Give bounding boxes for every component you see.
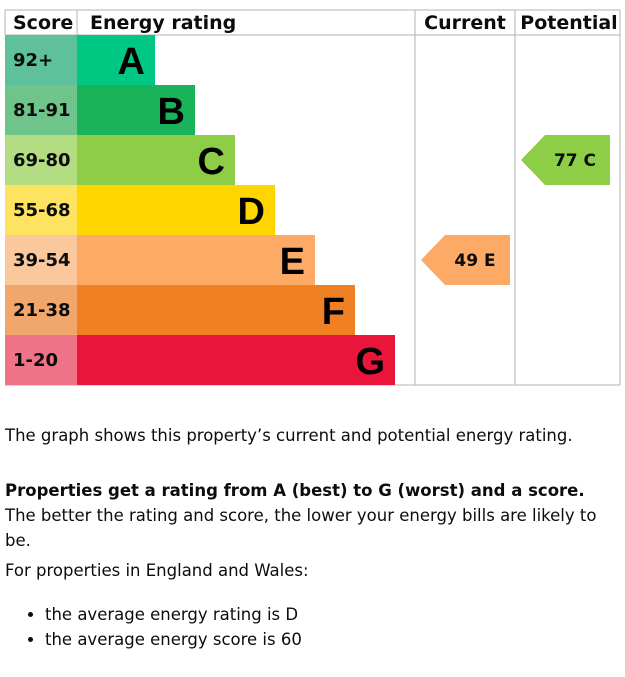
rating-bar-b: [77, 85, 195, 135]
rating-letter-e: E: [280, 241, 305, 283]
energy-rating-chart: Score Energy rating Current Potential 92…: [4, 9, 621, 386]
header-energy-rating: Energy rating: [90, 12, 236, 34]
list-item-average-score: the average energy score is 60: [45, 627, 302, 652]
score-cell-g: [5, 335, 77, 385]
score-cell-c: [5, 135, 77, 185]
score-range-b: 81-91: [13, 100, 71, 121]
score-range-g: 1-20: [13, 350, 58, 371]
score-range-e: 39-54: [13, 250, 71, 271]
header-score: Score: [13, 12, 73, 34]
potential-rating-label: 77 C: [554, 151, 596, 171]
score-cell-a: [5, 35, 77, 85]
rating-bar-e: [77, 235, 315, 285]
score-cell-b: [5, 85, 77, 135]
score-cell-f: [5, 285, 77, 335]
rating-bar-d: [77, 185, 275, 235]
graph-description: The graph shows this property’s current …: [5, 426, 573, 445]
rating-explanation-bold: Properties get a rating from A (best) to…: [5, 481, 585, 500]
rating-bar-a: [77, 35, 155, 85]
rating-markers: 49 E 77 C: [421, 135, 610, 285]
header-potential: Potential: [520, 12, 617, 34]
average-list: the average energy rating is D the avera…: [5, 602, 302, 652]
potential-rating-arrow: [521, 135, 610, 185]
rating-letter-f: F: [322, 291, 345, 333]
score-range-c: 69-80: [13, 150, 71, 171]
rating-explanation: Properties get a rating from A (best) to…: [5, 478, 617, 553]
rating-letter-d: D: [238, 191, 265, 233]
rating-explanation-rest: The better the rating and score, the low…: [5, 506, 597, 550]
rating-letter-a: A: [118, 41, 145, 83]
score-cell-e: [5, 235, 77, 285]
score-range-a: 92+: [13, 50, 53, 71]
list-item-average-rating: the average energy rating is D: [45, 602, 302, 627]
current-rating-arrow: [421, 235, 510, 285]
rating-letter-b: B: [158, 91, 185, 133]
rating-letter-c: C: [198, 141, 225, 183]
rating-letter-g: G: [355, 341, 385, 383]
rating-bands: 92+ A 81-91 B 69-80 C 55-68 D 39-54 E 21-38 F 1-20 G: [5, 35, 395, 385]
score-range-f: 21-38: [13, 300, 71, 321]
current-rating-label: 49 E: [454, 251, 495, 271]
score-cell-d: [5, 185, 77, 235]
rating-bar-c: [77, 135, 235, 185]
score-range-d: 55-68: [13, 200, 71, 221]
header-current: Current: [424, 12, 506, 34]
rating-bar-g: [77, 335, 395, 385]
rating-bar-f: [77, 285, 355, 335]
region-intro: For properties in England and Wales:: [5, 561, 309, 580]
